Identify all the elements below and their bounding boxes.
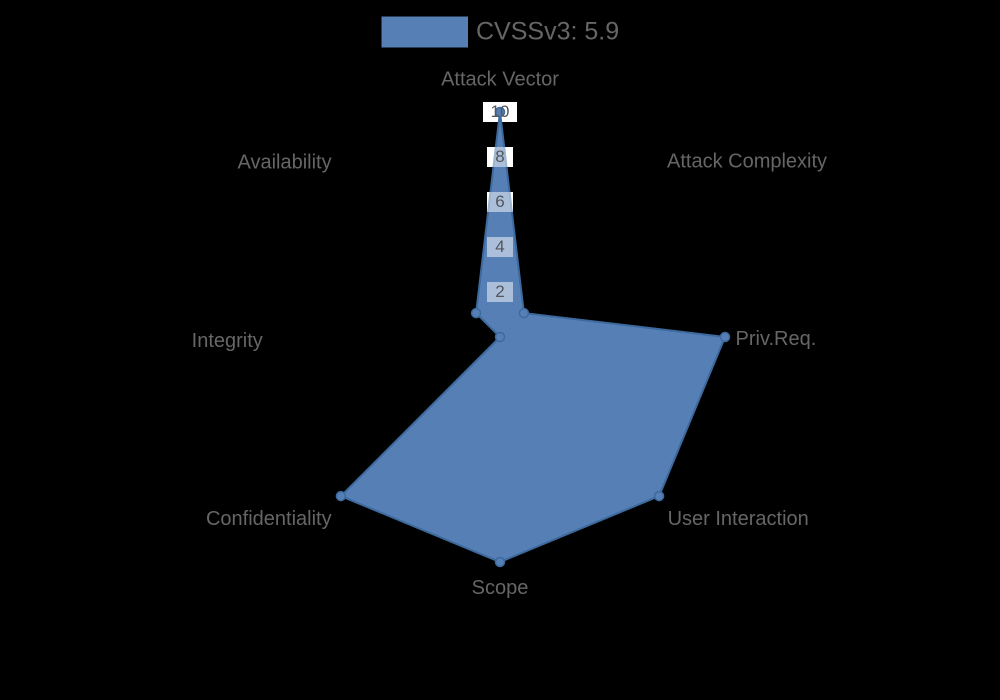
svg-text:6: 6 <box>495 192 504 211</box>
svg-text:Attack Complexity: Attack Complexity <box>667 150 827 172</box>
svg-text:Attack Vector: Attack Vector <box>441 69 559 91</box>
svg-text:Priv.Req.: Priv.Req. <box>736 328 817 350</box>
svg-text:10: 10 <box>491 102 510 121</box>
svg-text:8: 8 <box>495 147 504 166</box>
svg-text:Integrity: Integrity <box>192 330 263 352</box>
svg-text:Scope: Scope <box>472 577 529 599</box>
svg-text:2: 2 <box>495 282 504 301</box>
svg-text:Availability: Availability <box>237 151 331 173</box>
svg-text:CVSSv3: 5.9: CVSSv3: 5.9 <box>476 17 619 45</box>
svg-text:Confidentiality: Confidentiality <box>206 508 332 530</box>
svg-text:4: 4 <box>495 237 504 256</box>
svg-text:User Interaction: User Interaction <box>668 508 809 530</box>
